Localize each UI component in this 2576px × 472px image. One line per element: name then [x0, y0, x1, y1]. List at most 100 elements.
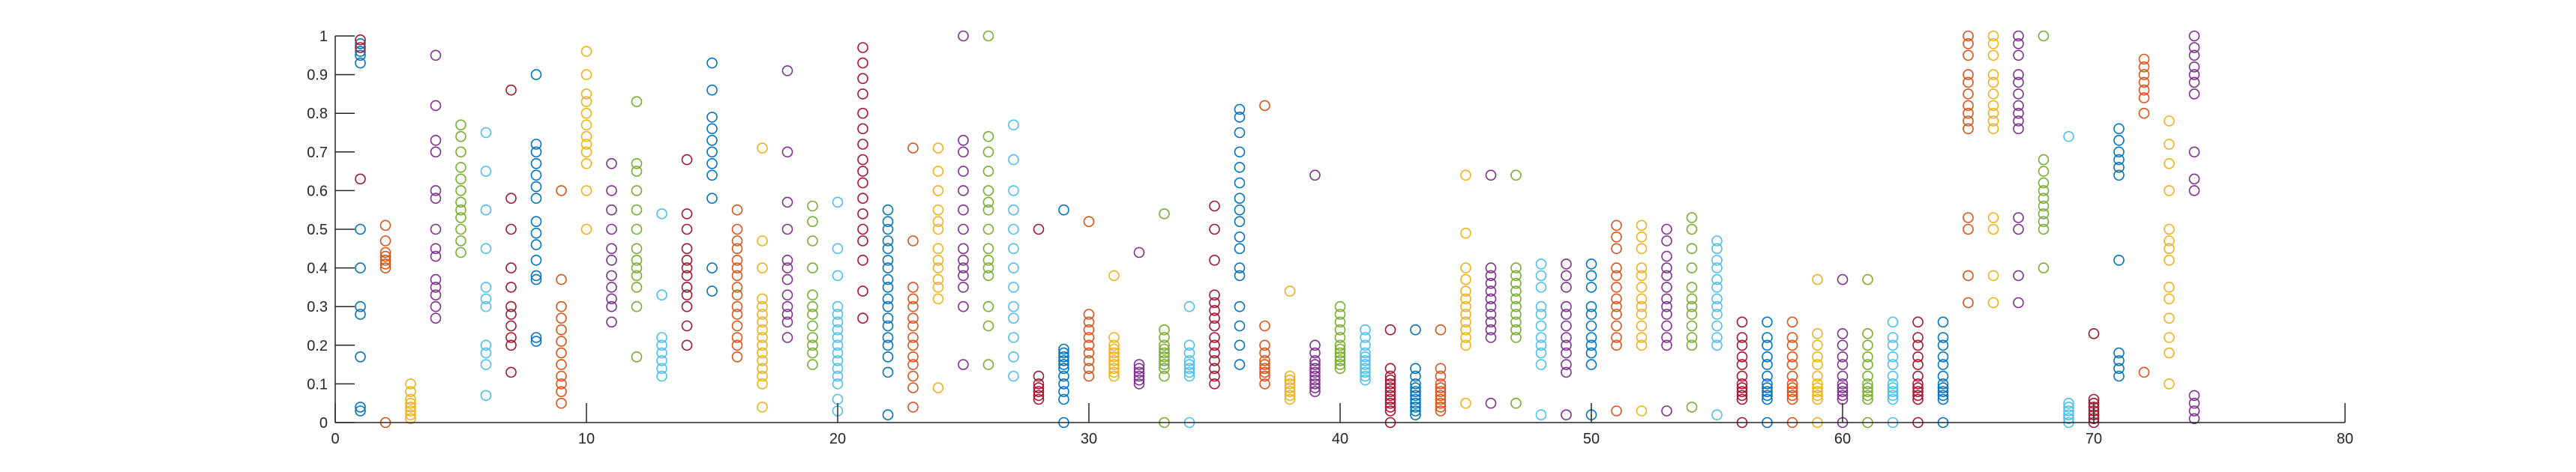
data-point-x21-21-8 [857, 166, 868, 177]
data-point-x64-64-2 [1937, 339, 1949, 351]
data-point-x5-5-8 [455, 212, 466, 223]
data-point-x4-4-9 [430, 273, 442, 285]
data-point-x64-64-5 [1937, 370, 1949, 382]
data-point-x47-47-6 [1510, 300, 1522, 312]
data-point-x51-51-4 [1611, 270, 1622, 282]
data-point-x28-28-0 [1033, 223, 1045, 235]
data-point-x68-68-2 [2038, 166, 2050, 177]
data-point-x39-39-8 [1309, 374, 1321, 386]
data-point-x14-14-9 [681, 300, 693, 312]
data-point-x11-11-9 [606, 300, 617, 312]
data-point-x49-49-0 [1561, 258, 1572, 270]
data-point-x9-9-11 [556, 397, 567, 409]
data-point-x62-62-7 [1887, 382, 1899, 393]
data-point-x15-15-0 [706, 57, 718, 69]
data-point-x7-7-1 [505, 193, 517, 205]
data-point-x3-3-5 [405, 405, 416, 417]
data-point-x23-23-3 [907, 293, 919, 305]
data-point-x44-44-7 [1435, 393, 1447, 405]
data-point-x36-36-5 [1234, 177, 1246, 189]
data-point-x52-52-7 [1636, 300, 1648, 312]
data-point-x74-74-13 [2188, 413, 2200, 425]
data-point-x73-73-10 [2164, 312, 2175, 324]
data-point-x60-60-1 [1837, 327, 1849, 339]
data-point-x40-40-0 [1334, 300, 1346, 312]
data-point-x7-7-2 [505, 223, 517, 235]
data-point-x55-55-3 [1711, 262, 1723, 273]
data-point-x69-69-0 [2063, 130, 2074, 142]
data-point-x66-66-0 [1987, 30, 1999, 42]
data-point-x41-41-1 [1360, 332, 1371, 343]
data-point-x56-56-4 [1736, 359, 1748, 370]
data-point-x9-9-6 [556, 347, 567, 359]
data-point-x21-21-10 [857, 193, 868, 205]
data-point-x37-37-2 [1259, 339, 1270, 351]
data-point-x35-35-6 [1209, 312, 1220, 324]
data-point-x68-68-5 [2038, 193, 2050, 205]
data-point-x51-51-10 [1611, 332, 1622, 343]
data-point-x25-25-0 [958, 30, 969, 42]
data-point-x41-41-8 [1360, 366, 1371, 378]
data-point-x55-55-1 [1711, 243, 1723, 255]
data-point-x6-6-5 [480, 293, 492, 305]
data-point-x21-21-12 [857, 223, 868, 235]
data-point-x10-10-1 [580, 69, 592, 80]
data-point-x4-4-10 [430, 282, 442, 293]
data-point-x29-29-6 [1058, 363, 1069, 375]
data-point-x41-41-7 [1360, 363, 1371, 375]
data-point-x57-57-1 [1762, 332, 1773, 343]
data-point-x13-13-4 [656, 347, 667, 359]
data-point-x30-30-8 [1083, 363, 1095, 375]
data-point-x36-36-12 [1234, 270, 1246, 282]
data-point-x12-12-6 [631, 243, 643, 255]
data-point-x9-9-1 [556, 273, 567, 285]
data-point-x20-20-4 [832, 309, 844, 320]
data-point-x58-58-10 [1786, 393, 1798, 405]
data-point-x39-39-4 [1309, 359, 1321, 370]
data-point-x17-17-5 [757, 309, 768, 320]
data-point-x11-11-6 [606, 270, 617, 282]
data-point-x53-53-9 [1661, 320, 1672, 332]
data-point-x27-27-2 [1008, 185, 1019, 196]
data-point-x22-22-10 [882, 300, 894, 312]
data-point-x60-60-7 [1837, 382, 1849, 393]
data-point-x9-9-9 [556, 378, 567, 390]
data-point-x16-16-9 [731, 300, 743, 312]
data-point-x40-40-8 [1334, 351, 1346, 363]
data-point-x61-61-2 [1862, 339, 1873, 351]
data-point-x34-34-0 [1183, 300, 1195, 312]
data-point-x17-17-13 [757, 370, 768, 382]
data-point-x36-36-4 [1234, 162, 1246, 173]
data-point-x48-48-4 [1535, 309, 1547, 320]
data-point-x63-63-2 [1912, 339, 1924, 351]
data-point-x72-72-5 [2138, 92, 2150, 103]
data-point-x35-35-14 [1209, 378, 1220, 390]
data-point-x68-68-3 [2038, 177, 2050, 189]
data-point-x8-8-13 [530, 332, 542, 343]
data-point-x46-46-7 [1485, 309, 1497, 320]
data-point-x54-54-7 [1686, 309, 1698, 320]
x-tick-label-50: 50 [1583, 431, 1600, 447]
data-point-x54-54-0 [1686, 212, 1698, 223]
data-point-x66-66-9 [1987, 123, 1999, 135]
data-point-x57-57-0 [1762, 316, 1773, 328]
data-point-x21-21-4 [857, 107, 868, 119]
data-point-x61-61-10 [1862, 393, 1873, 405]
data-point-x35-35-8 [1209, 332, 1220, 343]
data-point-x25-25-5 [958, 204, 969, 216]
data-point-x57-57-7 [1762, 382, 1773, 393]
data-point-x59-59-8 [1812, 386, 1823, 398]
data-point-x24-24-7 [932, 254, 944, 266]
data-point-x63-63-3 [1912, 351, 1924, 363]
data-point-x7-7-10 [505, 366, 517, 378]
data-point-x66-66-12 [1987, 270, 1999, 282]
data-point-x22-22-13 [882, 332, 894, 343]
data-point-x49-49-4 [1561, 309, 1572, 320]
data-point-x20-20-0 [832, 196, 844, 208]
data-point-x33-33-3 [1159, 339, 1170, 351]
data-point-x19-19-11 [807, 359, 818, 370]
data-point-x10-10-9 [580, 158, 592, 169]
data-point-x74-74-12 [2188, 405, 2200, 417]
data-point-x8-8-3 [530, 158, 542, 169]
data-point-x45-45-10 [1460, 332, 1471, 343]
